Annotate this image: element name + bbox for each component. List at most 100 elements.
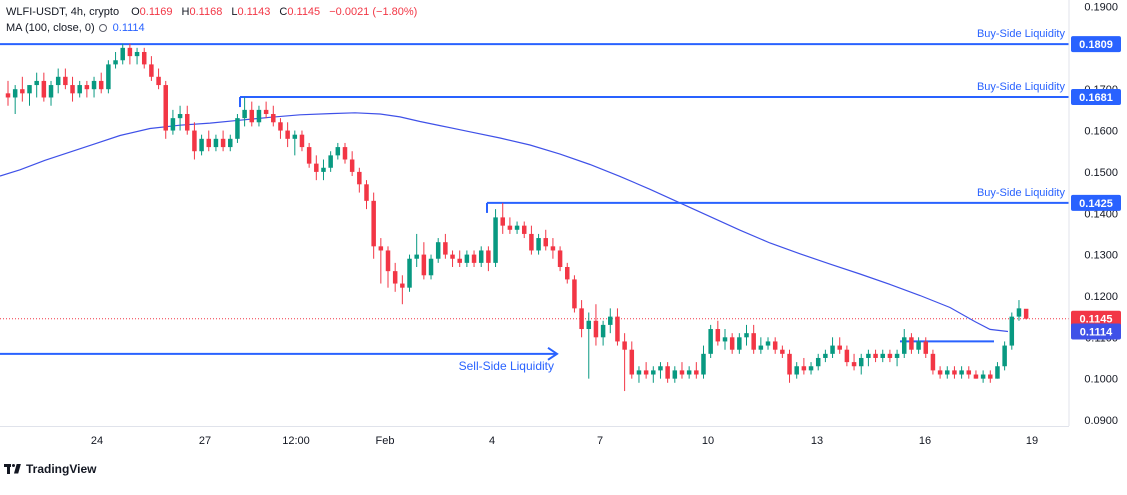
low-value: 0.1143 xyxy=(237,6,271,18)
candle-body xyxy=(823,353,828,358)
candle-body xyxy=(292,134,298,139)
ma-row[interactable]: MA (100, close, 0) 0.1114 xyxy=(6,20,417,36)
current-price-badge-text: 0.1145 xyxy=(1079,314,1112,326)
candle-body xyxy=(34,80,39,86)
candle-body xyxy=(443,242,448,255)
candle-body xyxy=(471,254,477,263)
candle-body xyxy=(278,122,283,131)
candle-body xyxy=(98,80,104,90)
candle-body xyxy=(84,85,90,90)
current-price-badge-bg xyxy=(1071,310,1121,327)
candle-body xyxy=(973,374,979,379)
candle-body xyxy=(27,85,32,94)
candle-body xyxy=(271,114,276,123)
candle-body xyxy=(48,85,54,98)
candle-body xyxy=(902,337,907,354)
candle-body xyxy=(1009,316,1015,346)
legend-header: WLFI-USDT, 4h, crypto O0.1169 H0.1168 L0.… xyxy=(6,4,417,36)
level-price-badge-text: 0.1809 xyxy=(1079,39,1113,51)
y-tick-label: 0.1600 xyxy=(1084,126,1118,138)
candle-body xyxy=(651,370,656,375)
price-scale-background xyxy=(1069,0,1127,426)
candle-body xyxy=(1016,308,1022,317)
candle-body xyxy=(149,64,154,77)
brand-name: TradingView xyxy=(26,462,97,476)
candle-body xyxy=(686,370,692,375)
candle-body xyxy=(500,217,505,226)
y-tick-label: 0.1300 xyxy=(1084,250,1118,262)
candle-body xyxy=(615,316,620,342)
candle-body xyxy=(342,147,348,160)
x-tick-label: 19 xyxy=(1026,435,1038,447)
axes: 0.19000.18000.17000.16000.15000.14000.13… xyxy=(0,0,1127,447)
candle-body xyxy=(543,238,548,247)
candle-body xyxy=(321,167,326,172)
candle-body xyxy=(622,341,627,350)
ohlc-row: WLFI-USDT, 4h, crypto O0.1169 H0.1168 L0.… xyxy=(6,4,417,20)
candle-body xyxy=(192,130,197,152)
candle-body xyxy=(830,345,835,354)
candle-body xyxy=(421,254,427,276)
candle-body xyxy=(679,370,685,375)
candle-body xyxy=(923,341,929,354)
candle-body xyxy=(629,349,635,375)
buy-side-liquidity-label: Buy-Side Liquidity xyxy=(977,187,1066,199)
close-label: C xyxy=(279,6,288,18)
candle-body xyxy=(909,337,914,350)
candle-body xyxy=(557,250,563,268)
candle-body xyxy=(77,85,82,94)
candle-body xyxy=(737,337,742,350)
candle-body xyxy=(349,159,355,172)
low-label: L xyxy=(231,6,238,18)
candle-body xyxy=(299,134,305,148)
candle-body xyxy=(722,337,728,342)
candle-body xyxy=(765,341,771,346)
level-price-badge-bg xyxy=(1071,36,1121,53)
candle-body xyxy=(457,258,462,263)
ma100-line xyxy=(0,112,1009,333)
candle-body xyxy=(715,329,721,342)
y-tick-label: 0.1400 xyxy=(1084,208,1118,220)
x-tick-label: 16 xyxy=(919,435,931,447)
y-tick-label: 0.1900 xyxy=(1084,2,1118,14)
candle-body xyxy=(493,217,498,263)
candle-body xyxy=(12,89,18,98)
candle-body xyxy=(672,370,678,379)
buy-side-liquidity-label: Buy-Side Liquidity xyxy=(977,28,1066,40)
open-value: 0.1169 xyxy=(139,6,173,18)
candle-body xyxy=(163,85,168,131)
candle-body xyxy=(837,345,842,350)
x-tick-label: 12:00 xyxy=(282,435,310,447)
candle-body xyxy=(521,225,527,234)
ma-visibility-icon[interactable] xyxy=(98,24,107,33)
candle-body xyxy=(916,341,921,350)
tradingview-logo[interactable]: TradingView xyxy=(4,462,96,476)
candle-body xyxy=(228,138,233,148)
candle-body xyxy=(636,370,642,375)
x-tick-label: 24 xyxy=(91,435,103,447)
candle-body xyxy=(435,242,441,259)
candle-body xyxy=(643,370,649,375)
candle-body xyxy=(844,349,850,363)
candle-body xyxy=(335,147,341,156)
candle-body xyxy=(959,370,964,375)
candle-body xyxy=(808,366,814,371)
candle-body xyxy=(314,163,319,172)
candle-body xyxy=(579,308,584,330)
candle-body xyxy=(780,349,785,354)
candle-body xyxy=(701,353,706,375)
candle-body xyxy=(156,76,161,86)
candle-body xyxy=(758,345,764,350)
candle-body xyxy=(529,233,534,251)
ma-label: MA (100, close, 0) xyxy=(6,22,95,34)
candle-body xyxy=(213,138,219,148)
candle-body xyxy=(815,357,821,367)
candle-body xyxy=(751,333,756,350)
candle-body xyxy=(385,250,391,272)
candle-body xyxy=(772,341,778,350)
high-value: 0.1168 xyxy=(189,6,223,18)
level-price-badge-text: 0.1681 xyxy=(1079,92,1113,104)
y-tick-label: 0.1500 xyxy=(1084,167,1118,179)
candle-body xyxy=(952,370,957,375)
